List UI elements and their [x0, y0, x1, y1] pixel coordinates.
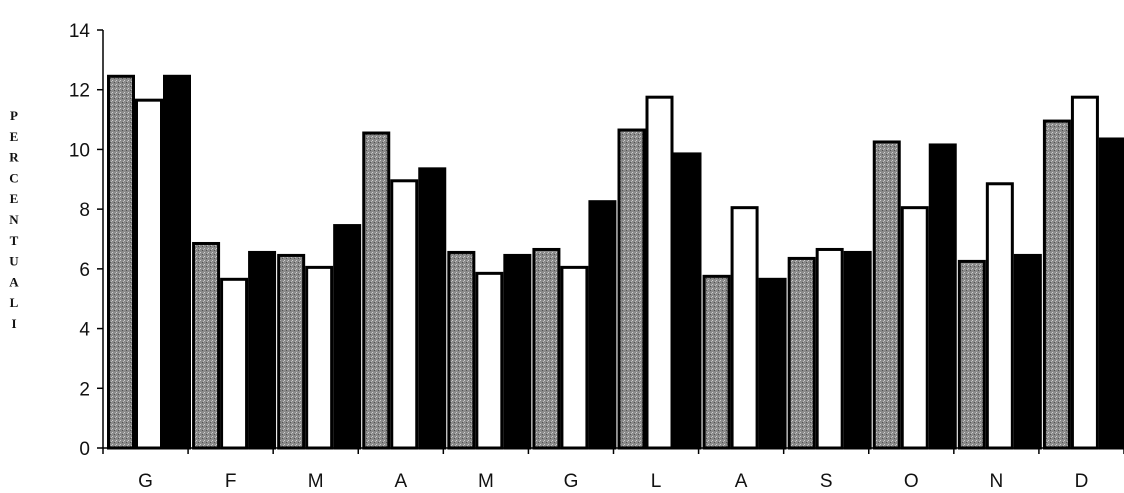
bar-series-3-G: [588, 200, 617, 450]
x-category-label: O: [904, 471, 919, 492]
x-category-label: L: [651, 471, 662, 492]
bar-series-1-G: [532, 247, 561, 450]
x-category-label: M: [308, 471, 324, 492]
x-category-label: G: [564, 471, 579, 492]
bar-series-3-N: [1013, 253, 1042, 450]
x-category-label: F: [225, 471, 237, 492]
y-tick-label: 2: [79, 379, 90, 400]
y-axis-title-letter: I: [11, 316, 16, 331]
bar-series-1-G: [107, 74, 135, 450]
y-axis-title-letter: E: [10, 191, 19, 206]
bar-series-2-F: [220, 277, 249, 450]
y-axis-title-letter: U: [9, 254, 19, 269]
x-category-label: N: [990, 471, 1004, 492]
y-tick-label: 4: [79, 320, 90, 341]
bar-series-3-L: [673, 152, 702, 450]
bar-series-3-G: [163, 74, 191, 450]
bar-series-1-N: [957, 259, 986, 450]
bar-series-3-O: [928, 143, 957, 450]
bar-series-3-M: [503, 253, 532, 450]
bar-series-2-L: [645, 95, 674, 450]
y-axis-title-letter: E: [10, 129, 19, 144]
y-axis-title-letter: T: [10, 233, 19, 248]
x-category-label: A: [735, 471, 748, 492]
bar-series-3-S: [843, 250, 872, 450]
bar-series-2-N: [985, 182, 1014, 450]
y-axis-title-letter: A: [9, 274, 19, 289]
y-axis-title-letter: L: [10, 295, 19, 310]
bar-series-1-A: [362, 131, 391, 450]
bars-group: [107, 74, 1124, 450]
bar-series-3-F: [248, 250, 277, 450]
bar-series-2-S: [815, 247, 844, 450]
bar-series-3-M: [333, 224, 362, 450]
y-tick-label: 12: [69, 81, 90, 102]
bar-series-2-A: [390, 179, 419, 450]
bar-series-3-A: [418, 167, 447, 450]
y-tick-label: 8: [79, 200, 90, 221]
x-category-label: A: [394, 471, 407, 492]
bar-series-1-M: [277, 253, 306, 450]
bar-series-2-M: [305, 265, 334, 450]
bar-series-1-D: [1042, 119, 1071, 450]
bar-series-2-M: [475, 271, 504, 450]
bar-series-1-A: [702, 274, 731, 450]
bar-series-1-O: [872, 140, 901, 450]
y-tick-label: 10: [69, 140, 90, 161]
y-axis-title-letter: R: [9, 150, 19, 165]
y-axis-title-letter: N: [9, 212, 19, 227]
bar-series-2-G: [135, 98, 163, 450]
bar-series-3-A: [758, 277, 787, 450]
bar-series-3-D: [1098, 137, 1124, 450]
bar-series-1-F: [192, 241, 221, 450]
bar-series-1-M: [447, 250, 476, 450]
y-tick-label: 0: [79, 439, 90, 460]
bar-series-2-A: [730, 206, 759, 450]
y-axis: 0 2 4 6 8 10 12 14: [69, 21, 104, 460]
x-category-label: G: [138, 471, 153, 492]
bar-series-2-O: [900, 206, 929, 450]
y-axis-title-letter: P: [10, 108, 18, 123]
y-tick-label: 14: [69, 21, 91, 42]
x-category-label: S: [820, 471, 833, 492]
x-category-label: M: [478, 471, 494, 492]
bar-series-1-S: [787, 256, 816, 450]
y-axis-title-letter: C: [9, 170, 18, 185]
bar-series-2-D: [1070, 95, 1099, 450]
bar-series-1-L: [617, 128, 646, 450]
bar-series-2-G: [560, 265, 589, 450]
y-tick-label: 6: [79, 260, 90, 281]
x-category-label: D: [1075, 471, 1089, 492]
